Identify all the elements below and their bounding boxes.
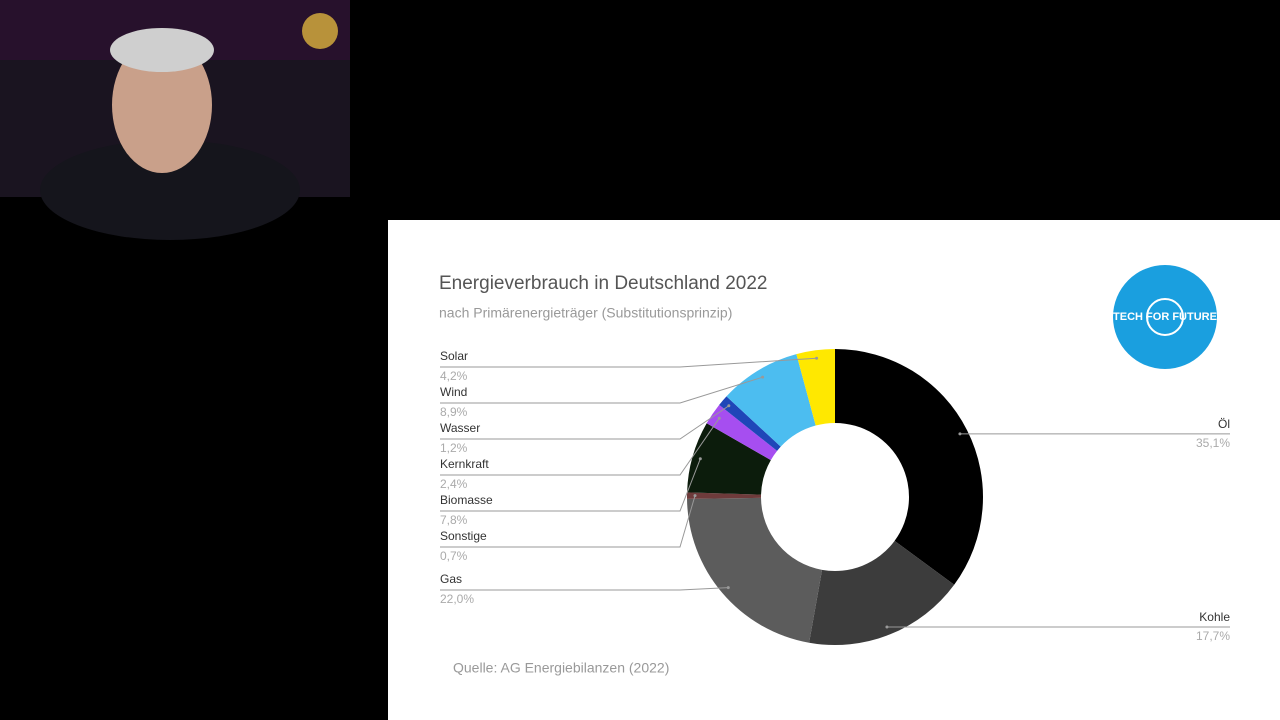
leader-dot (717, 416, 721, 420)
value-label: 7,8% (440, 513, 468, 527)
legend-label: Kernkraft (440, 457, 489, 471)
leader-line (440, 587, 729, 591)
legend-label: Wasser (440, 421, 480, 435)
leader-dot (698, 457, 702, 461)
slice (686, 492, 762, 499)
slice (796, 349, 835, 426)
value-label: 1,2% (440, 441, 468, 455)
webcam-person-hair (110, 28, 214, 72)
legend-label: Solar (440, 349, 468, 363)
leader-line (440, 357, 817, 368)
legend-label: Sonstige (440, 529, 487, 543)
leader-dot (726, 586, 730, 590)
logo-circle (1113, 265, 1217, 369)
slice (719, 396, 781, 451)
slice (809, 540, 955, 645)
legend-label: Wind (440, 385, 467, 399)
slice (687, 423, 771, 495)
leader-dot (727, 404, 731, 408)
leader-dot (693, 494, 697, 498)
leader-dot (815, 356, 819, 360)
logo: TECH FOR FUTURE (1113, 265, 1217, 369)
leader-dot (958, 432, 962, 436)
chart-source: Quelle: AG Energiebilanzen (2022) (453, 660, 669, 676)
webcam (0, 0, 350, 240)
chart-title: Energieverbrauch in Deutschland 2022 (439, 273, 768, 294)
leader-dot (761, 375, 765, 379)
value-label: 0,7% (440, 549, 468, 563)
legend-label: Kohle (1199, 610, 1230, 624)
value-label: 35,1% (1196, 436, 1230, 450)
value-label: 22,0% (440, 592, 474, 606)
chart-subtitle: nach Primärenergieträger (Substitutionsp… (439, 305, 732, 321)
legend-label: Gas (440, 572, 462, 586)
leader-line (440, 495, 696, 548)
leader-dot (885, 625, 889, 629)
donut-chart: Öl 35,1% Kohle 17,7% Gas 22,0% Sonstige 0,7% Bio… (440, 349, 1230, 645)
slice (726, 354, 816, 447)
webcam-person-head (112, 37, 212, 173)
value-label: 8,9% (440, 405, 468, 419)
value-label: 17,7% (1196, 629, 1230, 643)
leader-line (440, 418, 720, 476)
value-label: 2,4% (440, 477, 468, 491)
leader-line (440, 376, 763, 404)
logo-icon (1146, 298, 1184, 336)
logo-text: TECH FOR FUTURE (1113, 311, 1217, 323)
webcam-person-body (40, 140, 300, 240)
leader-line (440, 458, 701, 512)
slice (835, 349, 984, 585)
slice (706, 404, 778, 461)
legend-label: Öl (1218, 417, 1230, 431)
slice (687, 497, 823, 643)
value-label: 4,2% (440, 369, 468, 383)
legend-label: Biomasse (440, 493, 493, 507)
leader-line (440, 405, 730, 440)
webcam-emblem (302, 13, 338, 49)
